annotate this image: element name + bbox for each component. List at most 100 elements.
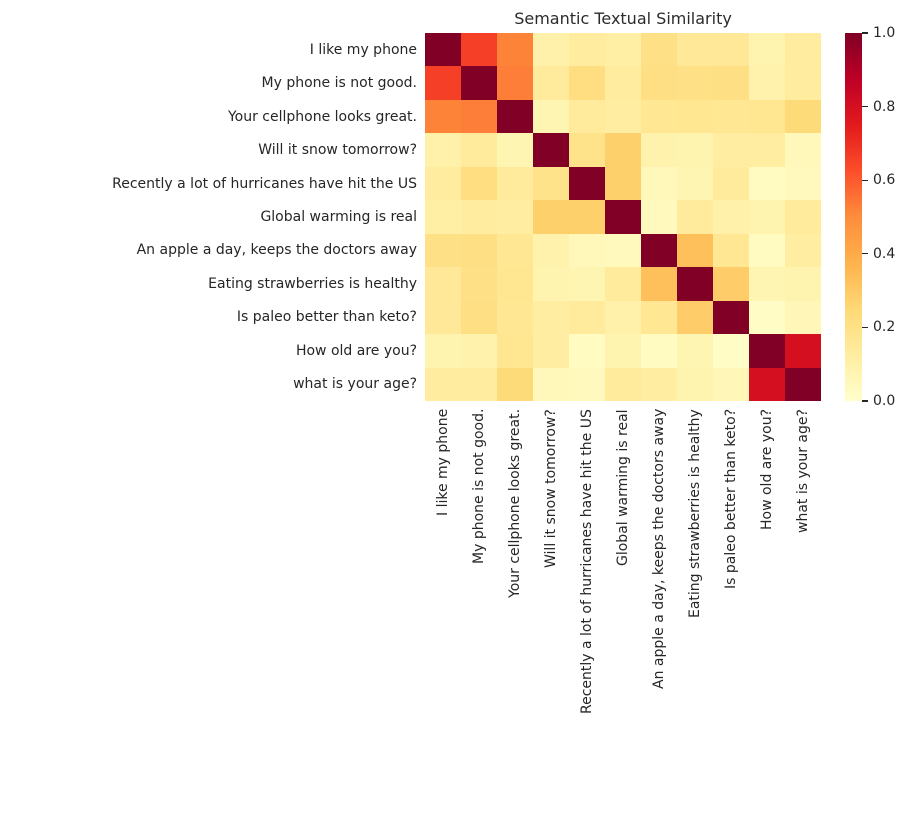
colorbar-tick-mark [862,105,868,108]
heatmap-cell-r10-c7 [677,367,713,401]
heatmap-cell-r10-c9 [749,367,785,401]
heatmap-cell-r1-c9 [749,66,785,100]
heatmap-cell-r1-c2 [497,66,533,100]
colorbar-tick-label: 0.8 [873,98,896,115]
heatmap-cell-r8-c10 [785,300,821,335]
heatmap-cell-r3-c7 [677,133,713,167]
heatmap-cell-r0-c2 [497,33,533,67]
heatmap-cell-r2-c4 [569,99,605,134]
heatmap-cell-r7-c8 [713,267,749,301]
y-tick-label: Eating strawberries is healthy [208,275,417,292]
heatmap-cell-r4-c7 [677,166,713,201]
x-tick-label: Is paleo better than keto? [723,409,739,590]
y-tick-label: what is your age? [293,376,417,393]
colorbar-tick-label: 0.0 [873,393,896,409]
heatmap-cell-r4-c3 [533,166,569,201]
heatmap-cell-r1-c3 [533,66,569,100]
heatmap-cell-r5-c6 [641,200,677,234]
heatmap-cell-r4-c1 [461,166,497,201]
heatmap-cell-r5-c3 [533,200,569,234]
heatmap-cell-r6-c1 [461,233,497,268]
heatmap-cell-r1-c5 [605,66,641,100]
heatmap-cell-r2-c1 [461,99,497,134]
heatmap-cell-r5-c10 [785,200,821,234]
heatmap-cell-r9-c8 [713,334,749,368]
heatmap-cell-r5-c2 [497,200,533,234]
heatmap-cell-r2-c0 [425,99,461,134]
heatmap-cell-r8-c4 [569,300,605,335]
heatmap-cell-r5-c8 [713,200,749,234]
heatmap-cell-r8-c7 [677,300,713,335]
heatmap-cell-r7-c0 [425,267,461,301]
heatmap-cell-r9-c9 [749,334,785,368]
heatmap-cell-r4-c6 [641,166,677,201]
heatmap-cell-r6-c6 [641,233,677,268]
heatmap-cell-r7-c10 [785,267,821,301]
heatmap-cell-r6-c0 [425,233,461,268]
heatmap-cell-r9-c4 [569,334,605,368]
heatmap-cell-r7-c4 [569,267,605,301]
heatmap-cell-r6-c7 [677,233,713,268]
heatmap-cell-r5-c0 [425,200,461,234]
x-tick-label: I like my phone [435,409,451,517]
y-tick-label: Will it snow tomorrow? [258,142,417,159]
heatmap-cell-r8-c5 [605,300,641,335]
colorbar-tick-label: 0.2 [873,319,896,336]
heatmap-cell-r4-c4 [569,166,605,201]
colorbar-tick-label: 0.6 [873,172,896,189]
heatmap-cell-r2-c7 [677,99,713,134]
heatmap-cell-r10-c2 [497,367,533,401]
heatmap-cell-r7-c1 [461,267,497,301]
heatmap-cell-r10-c5 [605,367,641,401]
heatmap-cell-r10-c4 [569,367,605,401]
x-tick-label: How old are you? [759,409,775,531]
heatmap-cell-r5-c9 [749,200,785,234]
heatmap-cell-r3-c6 [641,133,677,167]
heatmap-cell-r10-c10 [785,367,821,401]
heatmap-cell-r4-c0 [425,166,461,201]
heatmap-cell-r1-c8 [713,66,749,100]
heatmap-cell-r0-c6 [641,33,677,67]
heatmap-cell-r8-c8 [713,300,749,335]
heatmap-cell-r0-c4 [569,33,605,67]
heatmap-cell-r7-c9 [749,267,785,301]
heatmap-cell-r2-c3 [533,99,569,134]
heatmap-cell-r8-c2 [497,300,533,335]
heatmap-cell-r4-c10 [785,166,821,201]
heatmap-cell-r10-c8 [713,367,749,401]
heatmap-cell-r8-c3 [533,300,569,335]
heatmap-cell-r0-c1 [461,33,497,67]
x-tick-label: Recently a lot of hurricanes have hit th… [579,409,595,714]
colorbar-tick-mark [862,179,868,181]
heatmap-cell-r3-c1 [461,133,497,167]
heatmap-cell-r5-c5 [605,200,641,234]
heatmap-cell-r7-c3 [533,267,569,301]
x-tick-label: Will it snow tomorrow? [543,409,559,568]
heatmap-cell-r3-c10 [785,133,821,167]
y-tick-label: Is paleo better than keto? [236,309,417,326]
y-tick-label: I like my phone [309,41,417,58]
heatmap-cell-r10-c6 [641,367,677,401]
heatmap-cell-r0-c5 [605,33,641,67]
colorbar-tick-mark [862,253,868,255]
colorbar [845,33,862,401]
colorbar-tick-label: 1.0 [873,25,896,41]
heatmap-cell-r0-c0 [425,33,461,67]
heatmap-cell-r8-c0 [425,300,461,335]
heatmap-cell-r3-c8 [713,133,749,167]
heatmap-cell-r9-c3 [533,334,569,368]
heatmap-cell-r7-c7 [677,267,713,301]
colorbar-tick-label: 0.4 [873,245,896,262]
heatmap-cell-r4-c8 [713,166,749,201]
heatmap-cell-r0-c7 [677,33,713,67]
heatmap-cell-r0-c9 [749,33,785,67]
colorbar-gradient [845,33,862,401]
heatmap-cell-r3-c9 [749,133,785,167]
x-tick-label: Global warming is real [615,409,631,566]
heatmap-cell-r1-c1 [461,66,497,100]
x-tick-label: An apple a day, keeps the doctors away [651,409,667,690]
heatmap-grid [425,33,821,401]
heatmap-cell-r1-c6 [641,66,677,100]
heatmap-cell-r9-c0 [425,334,461,368]
heatmap-cell-r8-c6 [641,300,677,335]
